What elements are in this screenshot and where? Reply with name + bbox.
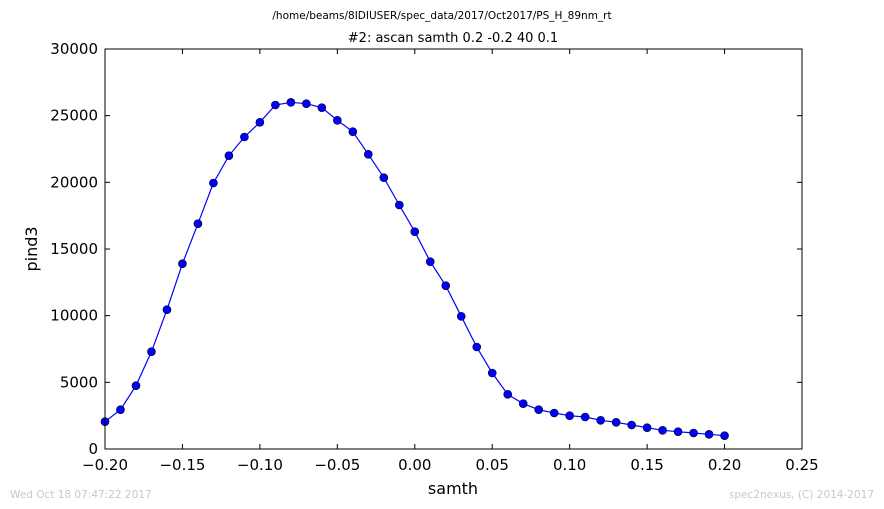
data-point bbox=[394, 200, 404, 210]
plot-frame bbox=[104, 48, 803, 450]
file-path-header: /home/beams/8IDIUSER/spec_data/2017/Oct2… bbox=[272, 10, 611, 22]
data-point bbox=[642, 423, 652, 432]
data-point bbox=[162, 305, 172, 314]
data-point bbox=[348, 127, 358, 136]
data-point bbox=[302, 99, 311, 108]
y-tick-label: 30000 bbox=[50, 40, 98, 58]
data-point bbox=[425, 257, 435, 266]
data-point bbox=[580, 412, 590, 422]
data-point bbox=[487, 368, 497, 378]
data-point bbox=[534, 405, 543, 414]
x-tick-label: 0.25 bbox=[785, 456, 818, 474]
x-tick-label: 0.10 bbox=[553, 456, 586, 474]
footer-credit: spec2nexus, (C) 2014-2017 bbox=[729, 489, 874, 501]
data-point bbox=[364, 150, 373, 159]
x-tick-label: −0.05 bbox=[314, 456, 360, 474]
data-point bbox=[193, 219, 203, 228]
x-axis-label: samth bbox=[428, 479, 478, 498]
plot-area bbox=[105, 49, 802, 449]
data-point bbox=[456, 312, 466, 321]
y-tick-label: 10000 bbox=[50, 307, 98, 325]
data-point bbox=[333, 116, 342, 125]
data-point bbox=[410, 227, 420, 236]
data-point bbox=[379, 173, 389, 182]
data-point bbox=[178, 259, 187, 268]
data-point bbox=[147, 347, 156, 356]
y-axis-label: pind3 bbox=[22, 226, 41, 271]
data-point bbox=[317, 103, 327, 112]
data-point bbox=[518, 399, 528, 408]
data-point bbox=[611, 418, 621, 427]
data-point bbox=[209, 178, 218, 188]
y-tick-label: 5000 bbox=[60, 373, 98, 391]
data-point bbox=[503, 390, 513, 399]
data-point bbox=[224, 151, 234, 160]
x-tick-label: −0.10 bbox=[237, 456, 283, 474]
chart-title: #2: ascan samth 0.2 -0.2 40 0.1 bbox=[348, 31, 558, 46]
data-point bbox=[689, 428, 698, 438]
data-point bbox=[596, 416, 605, 425]
x-tick-label: −0.20 bbox=[82, 456, 128, 474]
data-point bbox=[116, 405, 125, 414]
y-tick-label: 25000 bbox=[50, 107, 98, 125]
x-tick-label: 0.00 bbox=[398, 456, 431, 474]
x-tick-label: 0.05 bbox=[476, 456, 509, 474]
x-tick-label: 0.20 bbox=[708, 456, 741, 474]
data-point bbox=[549, 408, 559, 418]
y-tick-label: 20000 bbox=[50, 173, 98, 191]
data-point bbox=[673, 427, 683, 436]
footer-timestamp: Wed Oct 18 07:47:22 2017 bbox=[10, 489, 152, 501]
data-point bbox=[565, 411, 574, 420]
data-point bbox=[131, 381, 141, 390]
data-point bbox=[720, 431, 729, 440]
y-tick-label: 0 bbox=[88, 440, 98, 458]
x-tick-label: 0.15 bbox=[630, 456, 663, 474]
data-point bbox=[441, 281, 451, 290]
data-point bbox=[627, 420, 636, 430]
data-point bbox=[240, 132, 249, 142]
y-tick-label: 15000 bbox=[50, 240, 98, 258]
data-point bbox=[704, 430, 714, 439]
data-point bbox=[255, 118, 265, 127]
data-point bbox=[271, 100, 280, 110]
data-point bbox=[658, 426, 667, 435]
data-point bbox=[286, 98, 296, 107]
data-point bbox=[472, 342, 482, 352]
x-tick-label: −0.15 bbox=[159, 456, 205, 474]
